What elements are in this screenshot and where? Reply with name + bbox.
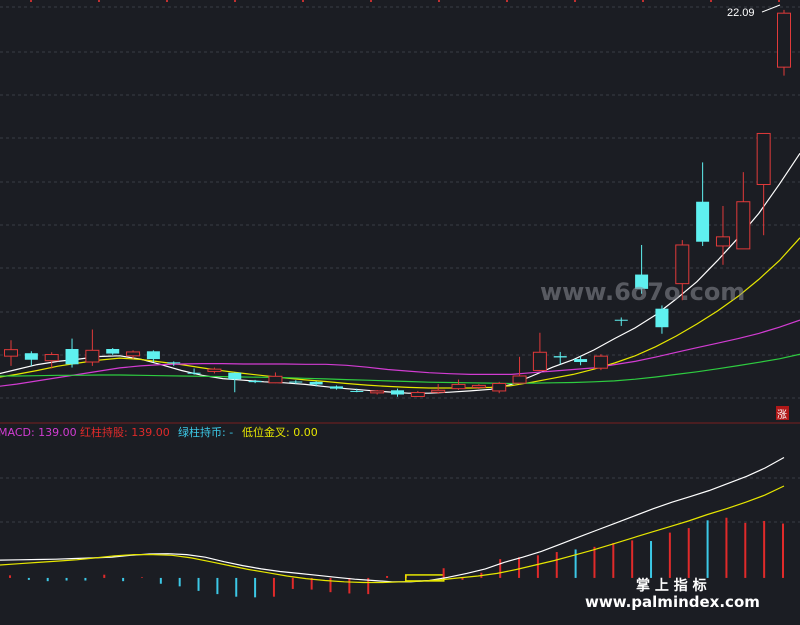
grid-dot <box>642 0 644 2</box>
grid-dot <box>234 0 236 2</box>
candle-body <box>207 368 222 372</box>
candle-body <box>4 349 18 357</box>
legend-red-bar: 红柱持股: 139.00 <box>80 425 170 439</box>
ma-line-2 <box>0 319 800 387</box>
candle-body <box>614 319 628 321</box>
candle-body <box>391 390 404 395</box>
candle-body <box>512 375 527 384</box>
grid-dot <box>302 0 304 2</box>
candle-body <box>167 362 181 364</box>
grid-dot <box>506 0 508 2</box>
ma-line-1 <box>0 237 800 389</box>
candle-body <box>268 375 283 384</box>
candle-body <box>777 12 791 68</box>
candle-body <box>553 356 567 358</box>
candle-body <box>715 236 730 247</box>
ma-line-3 <box>0 353 800 385</box>
candle-body <box>329 386 343 389</box>
candle-body <box>593 355 608 369</box>
rise-badge-label: 涨 <box>777 409 787 421</box>
candlestick-series <box>4 9 791 397</box>
candle-body <box>187 372 201 374</box>
candle-body <box>248 380 262 383</box>
candle-body <box>85 349 100 363</box>
candle-body <box>65 349 79 365</box>
legend-golden-cross: 低位金叉: 0.00 <box>242 425 318 439</box>
candle-body <box>24 353 38 360</box>
candle-body <box>532 351 547 371</box>
grid-dot <box>370 0 372 2</box>
price-high-label: 22.09 <box>727 7 755 19</box>
grid-dot <box>30 0 32 2</box>
candle-body <box>736 201 751 250</box>
candle-body <box>492 382 507 392</box>
bottom-watermark-title: 掌 上 指 标 <box>636 577 707 594</box>
candle-body <box>696 201 710 242</box>
candle-body <box>309 381 323 385</box>
grid-dot <box>98 0 100 2</box>
candle-body <box>370 390 385 394</box>
candle-body <box>289 381 303 383</box>
bottom-watermark-url: www.palmindex.com <box>585 593 760 611</box>
candle-body <box>126 351 141 357</box>
candle-body <box>451 383 466 390</box>
candle-body <box>675 244 690 285</box>
top-watermark: www.6o7o.com <box>540 278 745 306</box>
grid-dot <box>574 0 576 2</box>
candle-body <box>635 274 649 289</box>
macd-dif-line <box>0 456 785 583</box>
candle-body <box>228 372 242 380</box>
rise-badge <box>776 406 789 420</box>
grid-dot <box>166 0 168 2</box>
price-arrow-icon <box>761 4 781 13</box>
macd-legend: MACD: 139.00 红柱持股: 139.00 绿柱持币: - 低位金叉: … <box>0 425 318 439</box>
candle-body <box>471 384 486 388</box>
grid-dot <box>438 0 440 2</box>
macd-dea-line <box>0 485 785 584</box>
candle-body <box>44 354 59 362</box>
macd-histogram <box>9 517 784 598</box>
macd-lines <box>0 456 785 584</box>
candle-body <box>655 308 669 328</box>
legend-macd: MACD: 139.00 <box>0 426 77 439</box>
legend-green-bar: 绿柱持币: - <box>178 425 233 439</box>
candle-body <box>756 132 771 186</box>
candle-body <box>431 389 446 393</box>
candle-body <box>146 351 160 360</box>
candle-body <box>574 359 588 363</box>
candle-body <box>106 349 120 354</box>
candle-body <box>410 392 425 397</box>
grid-dot <box>710 0 712 2</box>
grid-dot <box>778 0 780 2</box>
candle-body <box>350 390 364 392</box>
